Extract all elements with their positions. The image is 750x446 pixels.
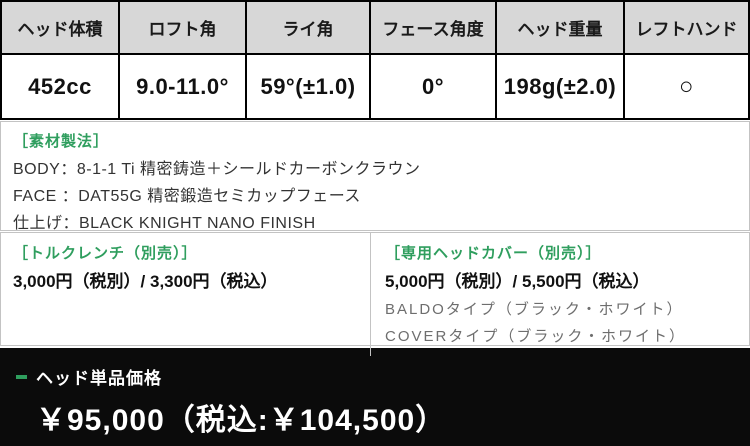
spec-value-loft-angle: 9.0-11.0° — [120, 55, 247, 118]
torque-wrench-label: ［トルクレンチ（別売）］ — [13, 245, 198, 262]
spec-header-head-weight: ヘッド重量 — [497, 2, 625, 55]
torque-wrench-price: 3,000円（税別）/ 3,300円（税込） — [13, 272, 278, 291]
head-price-value: ￥95,000（税込:￥104,500） — [36, 404, 447, 437]
spec-value-left-hand-circle: ○ — [625, 55, 748, 118]
spec-value-head-volume: 452cc — [2, 55, 120, 118]
head-cover-option-cover: COVERタイプ（ブラック・ホワイト） — [385, 328, 687, 345]
green-dash-icon — [16, 374, 27, 379]
spec-header-head-volume: ヘッド体積 — [2, 2, 120, 55]
spec-table: ヘッド体積 ロフト角 ライ角 フェース角度 ヘッド重量 レフトハンド 452cc… — [0, 0, 750, 120]
material-section-label: ［素材製法］ — [13, 133, 110, 150]
spec-header-face-angle: フェース角度 — [371, 2, 497, 55]
head-cover-label: ［専用ヘッドカバー（別売）］ — [385, 245, 602, 262]
material-section: ［素材製法］ BODY：8-1-1 Ti 精密鋳造＋シールドカーボンクラウン F… — [0, 121, 750, 232]
spec-value-face-angle: 0° — [371, 55, 497, 118]
spec-header-left-hand: レフトハンド — [625, 2, 748, 55]
head-cover-column: ［専用ヘッドカバー（別売）］ 5,000円（税別）/ 5,500円（税込） BA… — [370, 233, 749, 356]
torque-wrench-column: ［トルクレンチ（別売）］ 3,000円（税別）/ 3,300円（税込） — [1, 233, 370, 356]
head-price-label: ヘッド単品価格 — [36, 369, 162, 388]
accessories-section: ［トルクレンチ（別売）］ 3,000円（税別）/ 3,300円（税込） ［専用ヘ… — [0, 232, 750, 356]
head-cover-option-baldo: BALDOタイプ（ブラック・ホワイト） — [385, 301, 684, 318]
spec-value-lie-angle: 59°(±1.0) — [247, 55, 371, 118]
head-price-bar: ヘッド単品価格 ￥95,000（税込:￥104,500） — [0, 348, 750, 446]
spec-header-loft-angle: ロフト角 — [120, 2, 247, 55]
material-line-body: BODY：8-1-1 Ti 精密鋳造＋シールドカーボンクラウン — [13, 161, 421, 178]
head-cover-price: 5,000円（税別）/ 5,500円（税込） — [385, 272, 650, 291]
head-price-label-row: ヘッド単品価格 — [16, 364, 750, 389]
material-line-face: FACE ：DAT55G 精密鍛造セミカップフェース — [13, 188, 361, 205]
spec-header-lie-angle: ライ角 — [247, 2, 371, 55]
spec-value-head-weight: 198g(±2.0) — [497, 55, 625, 118]
material-line-finish: 仕上げ：BLACK KNIGHT NANO FINISH — [13, 215, 316, 232]
